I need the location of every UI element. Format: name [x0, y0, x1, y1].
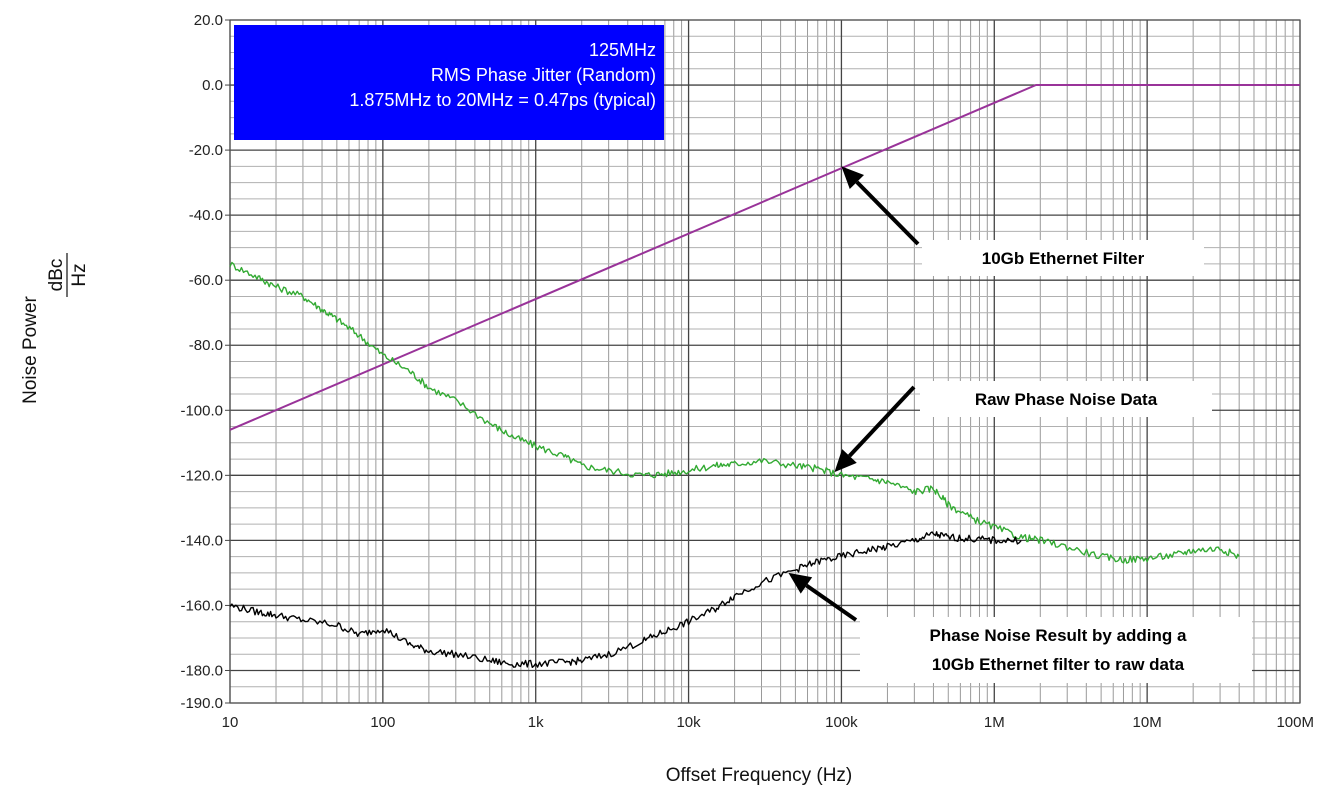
annotation-result-box: [860, 617, 1252, 683]
y-axis-label: Noise Power: [20, 295, 41, 403]
y-tick-label: -60.0: [189, 272, 223, 289]
y-tick-label: -190.0: [180, 695, 223, 712]
info-box: 125MHz RMS Phase Jitter (Random) 1.875MH…: [234, 25, 664, 140]
series-ethernet-filter: [229, 84, 1300, 431]
y-tick-label: -80.0: [189, 337, 223, 354]
y-axis-unit-denominator: Hz: [69, 263, 90, 286]
annotation-filter-arrowhead: [841, 166, 864, 190]
x-tick-label: 1k: [528, 714, 544, 731]
info-line-jitter-title: RMS Phase Jitter (Random): [431, 65, 656, 85]
y-tick-label: -120.0: [180, 467, 223, 484]
x-tick-label: 10k: [676, 714, 701, 731]
x-tick-label: 100k: [825, 714, 858, 731]
annotation-result-arrowhead: [788, 572, 813, 594]
plot-frame: [229, 19, 1301, 704]
annotation-filter-arrow: [855, 180, 920, 246]
series-filtered-result: [229, 531, 1022, 668]
annotation-raw: Raw Phase Noise Data: [834, 381, 1212, 473]
x-tick-label: 100M: [1276, 714, 1314, 731]
x-tick-labels: 10 100 1k 10k 100k 1M 10M 100M: [222, 714, 1314, 731]
x-tick-label: 10: [222, 714, 239, 731]
annotation-raw-box: [920, 381, 1212, 417]
y-tick-label: 0.0: [202, 77, 223, 94]
y-tick-label: 20.0: [194, 12, 223, 29]
annotation-raw-arrow: [848, 385, 916, 458]
info-line-frequency: 125MHz: [589, 40, 656, 60]
x-tick-label: 1M: [984, 714, 1005, 731]
x-tick-label: 10M: [1133, 714, 1162, 731]
info-box-background: [234, 25, 664, 140]
annotation-filter-label: 10Gb Ethernet Filter: [982, 249, 1145, 268]
annotation-raw-arrowhead: [834, 449, 857, 473]
annotation-result-line1: Phase Noise Result by adding a: [930, 626, 1188, 645]
info-line-jitter-value: 1.875MHz to 20MHz = 0.47ps (typical): [349, 90, 656, 110]
annotation-result-arrow: [805, 583, 858, 622]
annotation-raw-label: Raw Phase Noise Data: [975, 390, 1158, 409]
y-tick-label: -180.0: [180, 662, 223, 679]
annotation-filter-box: [922, 240, 1204, 276]
y-tick-label: -140.0: [180, 532, 223, 549]
annotation-result-line2: 10Gb Ethernet filter to raw data: [932, 655, 1185, 674]
y-tick-label: -20.0: [189, 142, 223, 159]
y-axis-unit: dBc Hz: [46, 253, 90, 297]
y-tick-labels: 20.0 0.0 -20.0 -40.0 -60.0 -80.0 -100.0 -120.0 -…: [180, 12, 230, 712]
y-tick-label: -160.0: [180, 597, 223, 614]
annotation-result: Phase Noise Result by adding a 10Gb Ethe…: [788, 572, 1252, 683]
annotation-filter: 10Gb Ethernet Filter: [841, 166, 1204, 276]
series-layer: [229, 84, 1300, 668]
y-tick-label: -40.0: [189, 207, 223, 224]
series-raw-phase-noise: [229, 261, 1240, 564]
x-axis-title: Offset Frequency (Hz): [666, 765, 853, 786]
x-tick-label: 100: [370, 714, 395, 731]
y-axis-unit-numerator: dBc: [46, 259, 67, 292]
y-tick-label: -100.0: [180, 402, 223, 419]
y-axis-title: Noise Power: [20, 295, 41, 403]
